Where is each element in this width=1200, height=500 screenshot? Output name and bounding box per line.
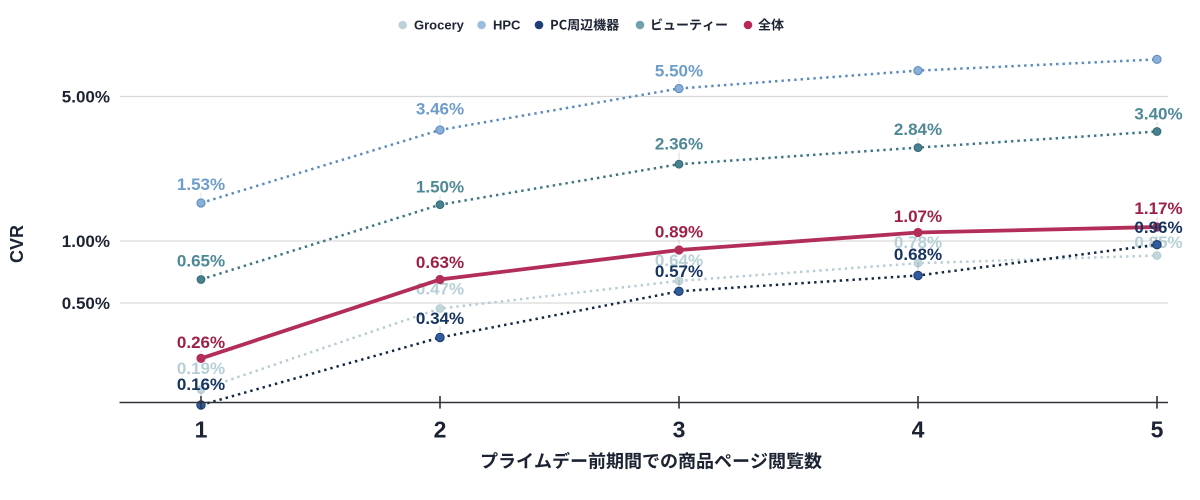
svg-text:1: 1 bbox=[195, 417, 208, 443]
svg-text:3.46%: 3.46% bbox=[416, 100, 464, 119]
svg-text:1.53%: 1.53% bbox=[177, 175, 225, 194]
svg-text:5.00%: 5.00% bbox=[62, 88, 110, 107]
svg-text:0.63%: 0.63% bbox=[416, 253, 464, 272]
svg-text:3: 3 bbox=[673, 417, 686, 443]
svg-text:3.40%: 3.40% bbox=[1134, 105, 1182, 124]
svg-text:2.84%: 2.84% bbox=[894, 120, 942, 139]
svg-text:0.19%: 0.19% bbox=[177, 359, 225, 378]
svg-text:CVR: CVR bbox=[7, 225, 27, 263]
svg-text:0.78%: 0.78% bbox=[894, 233, 942, 252]
svg-text:HPC: HPC bbox=[493, 18, 521, 33]
svg-text:0.68%: 0.68% bbox=[894, 245, 942, 264]
svg-text:0.16%: 0.16% bbox=[177, 375, 225, 394]
svg-text:Grocery: Grocery bbox=[414, 18, 465, 33]
svg-text:0.65%: 0.65% bbox=[177, 251, 225, 270]
svg-text:0.89%: 0.89% bbox=[655, 223, 703, 242]
svg-text:1.17%: 1.17% bbox=[1134, 199, 1182, 218]
svg-text:0.96%: 0.96% bbox=[1134, 218, 1182, 237]
svg-text:1.00%: 1.00% bbox=[62, 232, 110, 251]
svg-text:5: 5 bbox=[1151, 417, 1164, 443]
svg-text:1.50%: 1.50% bbox=[416, 178, 464, 197]
svg-text:0.50%: 0.50% bbox=[62, 294, 110, 313]
svg-text:1.07%: 1.07% bbox=[894, 207, 942, 226]
svg-text:0.57%: 0.57% bbox=[655, 262, 703, 281]
svg-text:0.26%: 0.26% bbox=[177, 333, 225, 352]
svg-text:2: 2 bbox=[434, 417, 447, 443]
svg-text:5.50%: 5.50% bbox=[655, 62, 703, 81]
svg-text:4: 4 bbox=[912, 417, 925, 443]
svg-text:2.36%: 2.36% bbox=[655, 135, 703, 154]
svg-text:0.64%: 0.64% bbox=[655, 251, 703, 270]
svg-text:0.34%: 0.34% bbox=[416, 309, 464, 328]
